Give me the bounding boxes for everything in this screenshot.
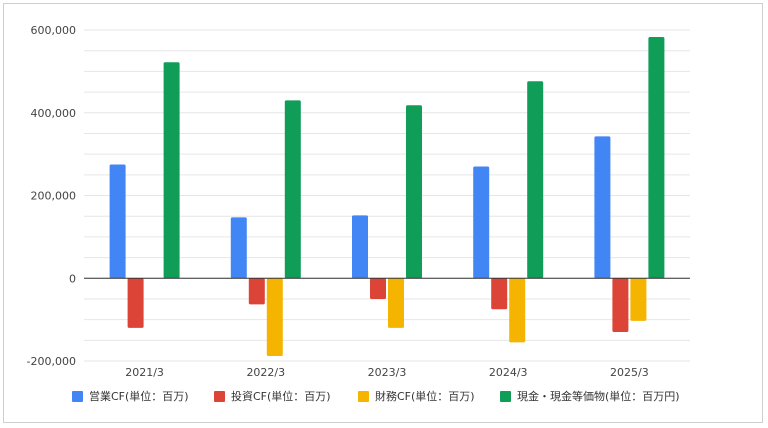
bar[interactable] bbox=[230, 217, 247, 279]
chart-frame bbox=[3, 3, 763, 423]
bar[interactable] bbox=[284, 100, 301, 279]
bar[interactable] bbox=[352, 215, 368, 279]
bar[interactable] bbox=[527, 81, 544, 279]
bar[interactable] bbox=[491, 278, 508, 310]
y-tick-label: 600,000 bbox=[31, 24, 77, 37]
bar[interactable] bbox=[370, 278, 386, 299]
bar[interactable] bbox=[612, 278, 629, 333]
legend-swatch bbox=[214, 391, 225, 402]
bar[interactable] bbox=[406, 105, 422, 279]
x-tick-label: 2024/3 bbox=[489, 366, 528, 379]
bar[interactable] bbox=[648, 37, 665, 279]
bar[interactable] bbox=[127, 278, 144, 328]
legend-label: 投資CF(単位：百万) bbox=[231, 389, 331, 403]
legend-label: 営業CF(単位：百万) bbox=[89, 389, 189, 403]
y-tick-label: -200,000 bbox=[27, 355, 76, 368]
bar[interactable] bbox=[594, 136, 611, 279]
legend-label: 現金・現金等価物(単位：百万円) bbox=[517, 389, 680, 403]
y-tick-label: 400,000 bbox=[31, 107, 77, 120]
bar[interactable] bbox=[266, 278, 283, 357]
legend-swatch bbox=[358, 391, 369, 402]
bar[interactable] bbox=[109, 164, 126, 279]
y-tick-label: 200,000 bbox=[31, 190, 77, 203]
bar[interactable] bbox=[473, 166, 490, 279]
bar[interactable] bbox=[388, 278, 404, 328]
bar[interactable] bbox=[630, 278, 647, 321]
y-tick-label: 0 bbox=[69, 272, 76, 285]
legend-swatch bbox=[72, 391, 83, 402]
x-tick-label: 2022/3 bbox=[246, 366, 285, 379]
legend-swatch bbox=[500, 391, 511, 402]
bar[interactable] bbox=[248, 278, 265, 305]
x-tick-label: 2021/3 bbox=[125, 366, 164, 379]
x-tick-label: 2025/3 bbox=[610, 366, 649, 379]
bar[interactable] bbox=[509, 278, 526, 343]
legend-label: 財務CF(単位：百万) bbox=[375, 389, 475, 403]
x-tick-label: 2023/3 bbox=[368, 366, 407, 379]
bar[interactable] bbox=[163, 62, 180, 279]
